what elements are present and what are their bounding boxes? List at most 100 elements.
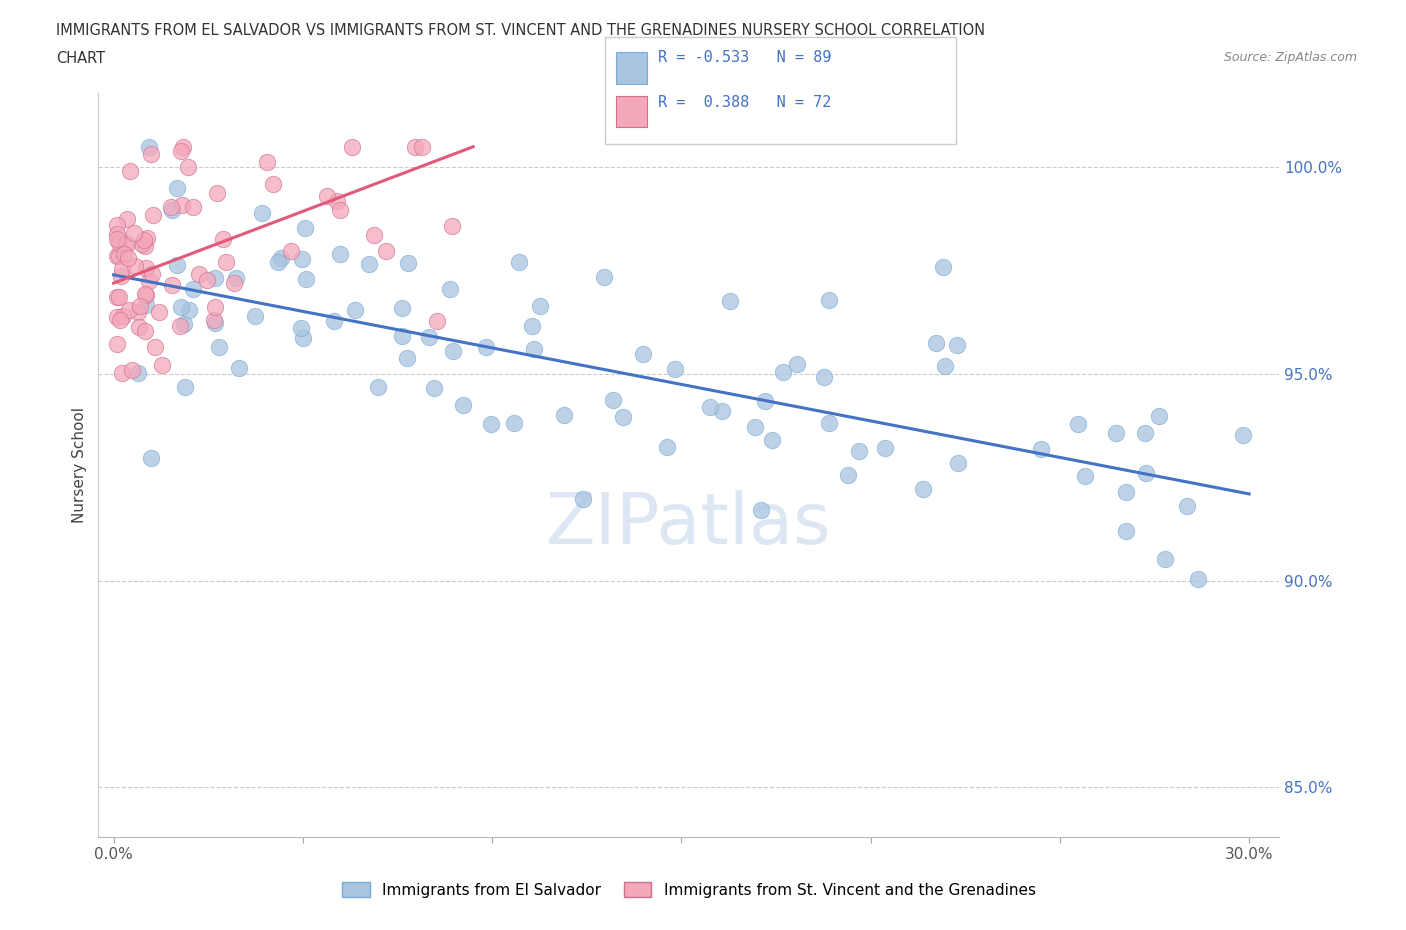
Point: [143, 340, 166, 355]
Text: R = -0.533   N = 89: R = -0.533 N = 89: [658, 50, 831, 65]
Point: [1115, 485, 1137, 499]
Text: Source: ZipAtlas.com: Source: ZipAtlas.com: [1223, 51, 1357, 64]
Point: [612, 409, 634, 424]
Point: [135, 231, 157, 246]
Point: [169, 319, 191, 334]
Point: [813, 369, 835, 384]
Point: [404, 140, 426, 154]
Point: [117, 250, 139, 265]
Point: [148, 305, 170, 320]
Point: [1149, 408, 1171, 423]
Point: [105, 310, 128, 325]
Point: [367, 379, 389, 394]
Point: [105, 232, 128, 246]
Point: [1105, 425, 1128, 440]
Point: [204, 315, 226, 330]
Point: [357, 257, 380, 272]
Point: [105, 227, 128, 242]
Point: [172, 140, 194, 154]
Point: [523, 342, 546, 357]
Legend: Immigrants from El Salvador, Immigrants from St. Vincent and the Grenadines: Immigrants from El Salvador, Immigrants …: [336, 875, 1042, 904]
Point: [422, 380, 444, 395]
Point: [127, 366, 149, 381]
Point: [256, 154, 278, 169]
Point: [1031, 442, 1053, 457]
Point: [202, 313, 225, 328]
Point: [262, 177, 284, 192]
Text: R =  0.388   N = 72: R = 0.388 N = 72: [658, 95, 831, 110]
Point: [122, 226, 145, 241]
Point: [127, 305, 149, 320]
Point: [294, 220, 316, 235]
Point: [786, 356, 808, 371]
Point: [134, 287, 156, 302]
Point: [374, 244, 396, 259]
Point: [172, 197, 194, 212]
Point: [418, 329, 440, 344]
Point: [572, 492, 595, 507]
Point: [426, 313, 449, 328]
Point: [754, 393, 776, 408]
Point: [215, 255, 238, 270]
Point: [111, 309, 134, 324]
Point: [160, 202, 183, 217]
Point: [170, 299, 193, 314]
Point: [699, 400, 721, 415]
Point: [761, 432, 783, 447]
Point: [479, 417, 502, 432]
Point: [135, 260, 157, 275]
Point: [134, 238, 156, 253]
Point: [1187, 572, 1209, 587]
Point: [108, 312, 131, 327]
Point: [503, 416, 526, 431]
Point: [204, 299, 226, 314]
Point: [817, 416, 839, 431]
Point: [120, 164, 142, 179]
Point: [439, 282, 461, 297]
Point: [188, 267, 211, 282]
Point: [135, 298, 157, 312]
Point: [135, 287, 157, 302]
Point: [160, 278, 183, 293]
Point: [132, 232, 155, 247]
Point: [212, 232, 235, 246]
Point: [110, 269, 132, 284]
Point: [315, 189, 337, 204]
Point: [744, 419, 766, 434]
Point: [115, 212, 138, 227]
Point: [141, 267, 163, 282]
Point: [391, 328, 413, 343]
Point: [520, 318, 543, 333]
Point: [1067, 417, 1090, 432]
Y-axis label: Nursery School: Nursery School: [72, 407, 87, 523]
Point: [295, 272, 318, 286]
Point: [138, 274, 160, 289]
Point: [205, 185, 228, 200]
Point: [118, 302, 141, 317]
Point: [170, 144, 193, 159]
Point: [326, 194, 349, 209]
Point: [183, 200, 205, 215]
Point: [875, 441, 897, 456]
Point: [441, 344, 464, 359]
Point: [817, 293, 839, 308]
Point: [718, 294, 741, 309]
Point: [344, 302, 367, 317]
Point: [139, 450, 162, 465]
Point: [105, 248, 128, 263]
Point: [553, 407, 575, 422]
Point: [657, 440, 679, 455]
Point: [179, 302, 201, 317]
Point: [772, 365, 794, 380]
Point: [173, 316, 195, 331]
Point: [411, 140, 433, 154]
Point: [1135, 425, 1157, 440]
Point: [475, 339, 498, 354]
Point: [208, 340, 231, 355]
Point: [105, 290, 128, 305]
Text: IMMIGRANTS FROM EL SALVADOR VS IMMIGRANTS FROM ST. VINCENT AND THE GRENADINES NU: IMMIGRANTS FROM EL SALVADOR VS IMMIGRANT…: [56, 23, 986, 38]
Point: [112, 246, 135, 261]
Point: [124, 259, 146, 273]
Point: [1175, 498, 1198, 513]
Point: [451, 397, 474, 412]
